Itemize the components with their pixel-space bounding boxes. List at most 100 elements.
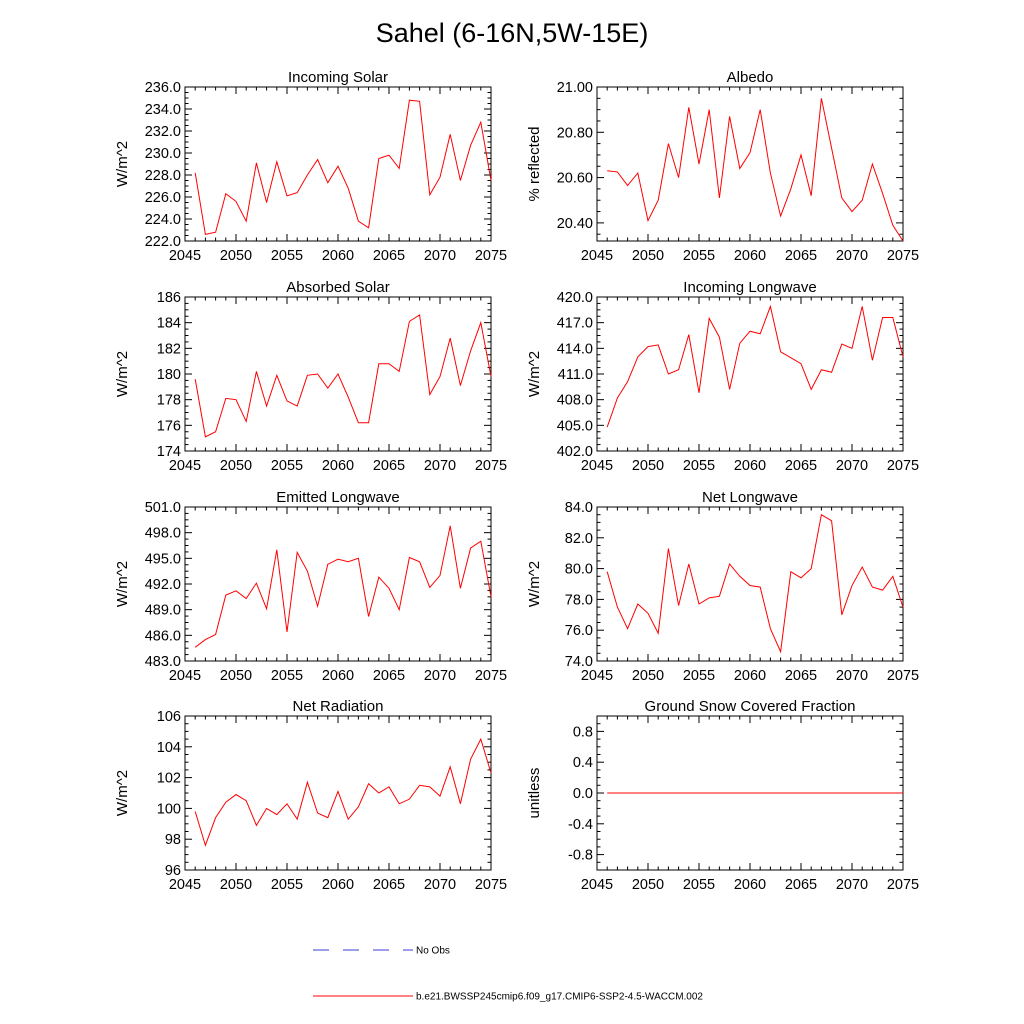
y-tick-label: 176	[157, 418, 181, 434]
x-tick-label: 2070	[836, 458, 868, 474]
y-tick-label: 498.0	[145, 526, 181, 542]
x-tick-label: 2050	[220, 458, 252, 474]
x-tick-label: 2070	[424, 877, 456, 893]
panel-title: Net Longwave	[702, 489, 798, 506]
x-tick-label: 2060	[322, 877, 354, 893]
y-tick-label: 495.0	[145, 551, 181, 567]
panel-title: Incoming Solar	[288, 69, 388, 86]
plot-frame	[596, 86, 904, 242]
x-tick-label: 2055	[683, 458, 715, 474]
y-tick-label: 106	[157, 709, 181, 725]
x-tick-label: 2045	[169, 458, 201, 474]
y-tick-label: 222.0	[145, 234, 181, 250]
y-tick-label: 20.60	[557, 171, 593, 187]
y-tick-label: 228.0	[145, 168, 181, 184]
panel-emitted-longwave: Emitted Longwave W/m^2 2045 2050 2055 2060 206…	[114, 489, 507, 684]
x-tick-label: 2045	[581, 248, 613, 264]
legend: No Obs b.e21.BWSSP245cmip6.f09_g17.CMIP6…	[313, 946, 703, 1003]
x-tick-label: 2060	[322, 248, 354, 264]
x-tick-label: 2070	[836, 877, 868, 893]
y-tick-label: 78.0	[565, 592, 593, 608]
y-tick-label: 234.0	[145, 102, 181, 118]
series-line-albedo	[607, 98, 904, 242]
plot-frame	[596, 506, 904, 662]
y-tick-label: 236.0	[145, 80, 181, 96]
y-tick-label: 420.0	[557, 290, 593, 306]
y-tick-label: 20.40	[557, 216, 593, 232]
x-tick-label: 2065	[373, 668, 405, 684]
plot-frame	[184, 506, 492, 662]
x-tick-label: 2055	[683, 248, 715, 264]
panel-net-radiation: Net Radiation W/m^2 2045 2050 2055 2060 2065 20…	[114, 698, 507, 893]
x-tick-label: 2055	[271, 248, 303, 264]
y-tick-label: -0.8	[568, 848, 593, 864]
series-line-incoming-longwave	[606, 304, 904, 428]
y-axis-label: W/m^2	[526, 351, 543, 397]
panel-incoming-longwave: Incoming Longwave W/m^2 2045 2050 2055 2060 20…	[526, 279, 919, 474]
x-tick-label: 2075	[475, 248, 507, 264]
x-tick-label: 2075	[887, 877, 919, 893]
x-tick-label: 2060	[734, 668, 766, 684]
x-tick-label: 2065	[373, 248, 405, 264]
y-tick-label: 186	[157, 290, 181, 306]
panel-title: Ground Snow Covered Fraction	[645, 698, 856, 715]
panel-absorbed-solar: Absorbed Solar W/m^2 2045 2050 2055 2060 2065 2…	[114, 279, 507, 474]
y-axis-label: W/m^2	[114, 561, 131, 607]
x-tick-label: 2050	[632, 668, 664, 684]
plot-frame	[596, 296, 904, 452]
y-tick-label: 226.0	[145, 190, 181, 206]
y-tick-label: 483.0	[145, 654, 181, 670]
x-tick-label: 2070	[424, 248, 456, 264]
panels: Incoming Solar W/m^2 2045 2050 2055 2060 2065 2…	[114, 69, 919, 893]
y-tick-label: 178	[157, 393, 181, 409]
plot-frame	[184, 715, 492, 871]
y-tick-label: 489.0	[145, 603, 181, 619]
x-tick-label: 2060	[322, 668, 354, 684]
y-tick-label: 80.0	[565, 562, 593, 578]
y-axis-label: % reflected	[526, 126, 543, 201]
x-tick-label: 2050	[632, 877, 664, 893]
y-tick-label: 230.0	[145, 146, 181, 162]
x-tick-label: 2045	[169, 248, 201, 264]
y-tick-label: 232.0	[145, 124, 181, 140]
y-tick-label: 0.4	[573, 755, 593, 771]
y-axis-label: W/m^2	[114, 770, 131, 816]
legend-model-label: b.e21.BWSSP245cmip6.f09_g17.CMIP6-SSP2-4…	[416, 992, 703, 1003]
x-tick-label: 2055	[683, 877, 715, 893]
series-line-net-radiation	[194, 737, 492, 847]
x-tick-label: 2065	[785, 248, 817, 264]
y-tick-label: 21.00	[557, 80, 593, 96]
panel-title: Absorbed Solar	[286, 279, 389, 296]
y-tick-label: 224.0	[145, 212, 181, 228]
y-tick-label: -0.4	[568, 817, 593, 833]
y-tick-label: 184	[157, 316, 181, 332]
x-tick-label: 2070	[424, 458, 456, 474]
y-axis-label: W/m^2	[114, 141, 131, 187]
y-tick-label: 492.0	[145, 577, 181, 593]
y-tick-label: 82.0	[565, 531, 593, 547]
y-tick-label: 408.0	[557, 393, 593, 409]
x-tick-label: 2070	[424, 668, 456, 684]
y-tick-label: 417.0	[557, 316, 593, 332]
y-tick-label: 0.8	[573, 724, 593, 740]
x-tick-label: 2045	[581, 668, 613, 684]
x-tick-label: 2075	[887, 458, 919, 474]
y-tick-label: 501.0	[145, 500, 181, 516]
legend-obs-label: No Obs	[416, 946, 450, 957]
main-title: Sahel (6-16N,5W-15E)	[376, 18, 649, 48]
x-tick-label: 2045	[169, 877, 201, 893]
x-tick-label: 2060	[322, 458, 354, 474]
x-tick-label: 2070	[836, 668, 868, 684]
panel-albedo: Albedo % reflected 2045 2050 2055 2060 2065 207…	[526, 69, 919, 264]
y-tick-label: 96	[165, 863, 181, 879]
x-tick-label: 2075	[887, 248, 919, 264]
series-line-net-longwave	[606, 513, 904, 654]
panel-title: Emitted Longwave	[276, 489, 399, 506]
x-tick-label: 2065	[373, 877, 405, 893]
y-tick-label: 76.0	[565, 623, 593, 639]
x-tick-label: 2050	[220, 248, 252, 264]
x-tick-label: 2075	[887, 668, 919, 684]
x-tick-label: 2075	[475, 458, 507, 474]
x-tick-label: 2055	[683, 668, 715, 684]
y-axis-label: W/m^2	[526, 561, 543, 607]
